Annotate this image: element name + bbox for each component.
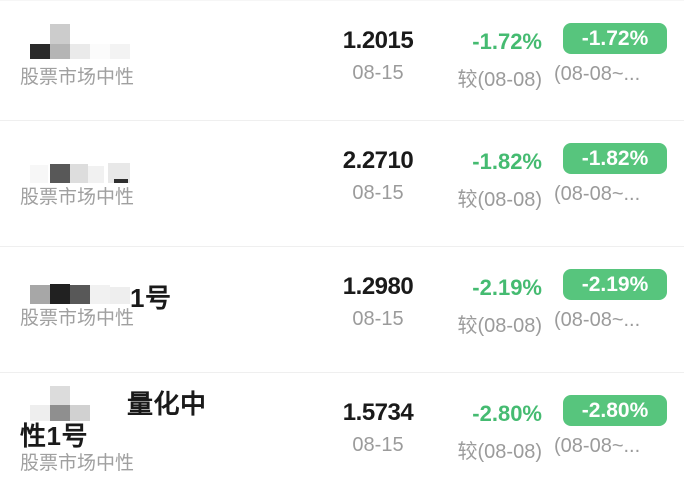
redaction-block [50, 164, 70, 183]
fund-name-text: 性1号 [20, 421, 88, 451]
fund-nav-value: 2.2710 [342, 147, 414, 174]
fund-name: 股票市场中性 [0, 121, 320, 246]
fund-name: 量化中 性1号 股票市场中性 [0, 373, 320, 484]
fund-change-pct: -2.80% [472, 401, 542, 426]
fund-badge-period: (08-08~... [554, 63, 641, 85]
redaction-block [110, 287, 130, 304]
fund-change-ref: 较(08-08) [457, 441, 542, 463]
fund-name: 股票市场中性 [0, 1, 320, 120]
fund-category: 股票市场中性 [20, 187, 135, 208]
redaction-block [50, 386, 70, 405]
fund-change-pct: -1.72% [472, 29, 542, 54]
fund-change-pct: -2.19% [472, 275, 542, 300]
redaction-block [30, 44, 50, 59]
fund-row[interactable]: 股票市场中性 1.2015 08-15 -1.72% 较(08-08) -1.7… [0, 0, 684, 121]
redaction-block [50, 284, 70, 304]
redaction-block [30, 405, 50, 421]
redaction-block [108, 163, 130, 183]
fund-change-ref: 较(08-08) [457, 315, 542, 337]
redaction-block [90, 285, 110, 304]
fund-change-ref: 较(08-08) [457, 69, 542, 91]
fund-change-badge: -1.82% [563, 143, 667, 174]
redaction-block [110, 44, 130, 59]
redaction-block [30, 285, 50, 304]
fund-badge-period: (08-08~... [554, 435, 641, 457]
fund-badge-period: (08-08~... [554, 309, 641, 331]
fund-change-badge: -2.80% [563, 395, 667, 426]
fund-nav-date: 08-15 [352, 434, 404, 456]
fund-nav-value: 1.2980 [342, 273, 414, 300]
fund-name-text: 量化中 [127, 389, 207, 419]
redaction-block [50, 405, 70, 421]
fund-row[interactable]: 股票市场中性 2.2710 08-15 -1.82% 较(08-08) -1.8… [0, 121, 684, 247]
fund-category: 股票市场中性 [20, 67, 135, 88]
fund-name: 1号 股票市场中性 [0, 247, 320, 372]
redaction-block [30, 165, 48, 183]
fund-name-text: 1号 [130, 283, 172, 313]
redaction-block [50, 44, 70, 59]
fund-nav-date: 08-15 [352, 308, 404, 330]
fund-nav-value: 1.2015 [342, 27, 414, 54]
fund-change-badge: -2.19% [563, 269, 667, 300]
fund-row[interactable]: 1号 股票市场中性 1.2980 08-15 -2.19% 较(08-08) -… [0, 247, 684, 373]
redaction-block [90, 44, 110, 59]
fund-badge-period: (08-08~... [554, 183, 641, 205]
fund-row[interactable]: 量化中 性1号 股票市场中性 1.5734 08-15 -2.80% 较(08-… [0, 373, 684, 484]
fund-nav-date: 08-15 [352, 62, 404, 84]
redaction-block [50, 24, 70, 44]
fund-category: 股票市场中性 [20, 453, 135, 474]
fund-change-badge: -1.72% [563, 23, 667, 54]
fund-nav-date: 08-15 [352, 182, 404, 204]
redaction-block [70, 405, 90, 421]
redaction-block [88, 166, 104, 183]
fund-category: 股票市场中性 [20, 308, 135, 329]
redaction-block [114, 179, 128, 183]
redaction-block [70, 44, 90, 59]
redaction-block [70, 164, 88, 183]
fund-nav-value: 1.5734 [342, 399, 414, 426]
redaction-block [70, 285, 90, 304]
fund-change-ref: 较(08-08) [457, 189, 542, 211]
fund-change-pct: -1.82% [472, 149, 542, 174]
